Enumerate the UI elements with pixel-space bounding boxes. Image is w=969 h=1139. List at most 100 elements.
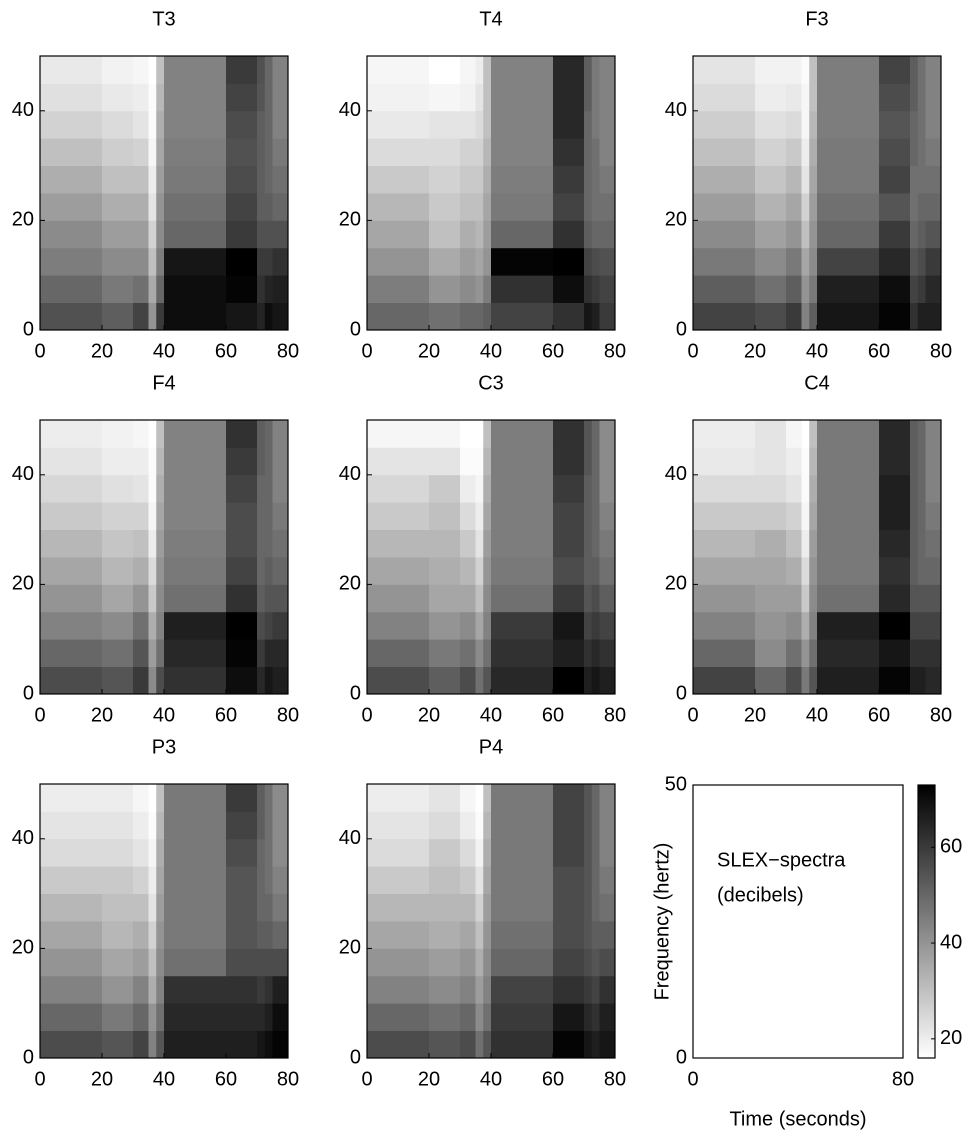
heat-cell xyxy=(755,220,787,249)
heat-cell xyxy=(584,1030,593,1059)
heat-cell xyxy=(257,247,266,276)
heat-cell xyxy=(164,474,227,503)
heat-cell xyxy=(264,302,273,331)
heat-cell xyxy=(599,220,616,249)
heat-cell xyxy=(272,56,289,84)
heat-cell xyxy=(599,529,616,558)
heat-cell xyxy=(272,557,289,585)
heat-cell xyxy=(460,611,476,640)
heat-cell xyxy=(801,639,810,667)
y-tick-label: 20 xyxy=(665,209,687,231)
heat-cell xyxy=(879,165,911,194)
heat-cell xyxy=(264,110,273,139)
y-tick-label: 0 xyxy=(676,682,687,704)
heat-cell xyxy=(599,1003,616,1031)
heat-cell xyxy=(693,165,756,194)
heat-cell xyxy=(879,110,911,139)
heat-cell xyxy=(491,893,554,922)
heat-cell xyxy=(102,975,134,1004)
heat-cell xyxy=(257,302,266,331)
heat-cell xyxy=(102,275,134,303)
y-tick-label: 0 xyxy=(676,318,687,340)
heat-cell xyxy=(483,611,492,640)
heat-cell xyxy=(910,502,919,530)
heat-cell xyxy=(584,611,593,640)
heat-cell xyxy=(133,502,149,530)
heat-cell xyxy=(257,948,266,977)
heat-cell xyxy=(164,165,227,194)
heat-cell xyxy=(148,948,157,977)
heat-cell xyxy=(553,138,585,166)
heat-cell xyxy=(491,474,554,503)
heat-cell xyxy=(599,474,616,503)
heat-cell xyxy=(693,247,756,276)
heat-cell xyxy=(429,784,461,812)
heat-cell xyxy=(40,584,103,613)
heat-cell xyxy=(156,811,165,840)
heat-cell xyxy=(367,56,430,84)
heat-cell xyxy=(801,247,810,276)
heat-cell xyxy=(483,584,492,613)
heat-cell xyxy=(491,165,554,194)
x-tick-label: 0 xyxy=(687,340,698,362)
heat-cell xyxy=(226,275,258,303)
x-tick-label: 80 xyxy=(892,1068,914,1090)
heat-cell xyxy=(226,56,258,84)
heat-cell xyxy=(40,474,103,503)
heat-cell xyxy=(367,110,430,139)
heat-cell xyxy=(917,247,926,276)
colorbar-tick-label: 60 xyxy=(940,836,962,858)
heat-cell xyxy=(553,247,585,276)
heat-cell xyxy=(491,784,554,812)
y-tick-label: 40 xyxy=(665,99,687,121)
heat-cell xyxy=(133,302,149,331)
heat-cell xyxy=(102,529,134,558)
x-tick-label: 60 xyxy=(868,704,890,726)
heat-cell xyxy=(460,866,476,894)
heat-cell xyxy=(584,639,593,667)
heat-cell xyxy=(475,420,484,448)
heat-cell xyxy=(429,666,461,695)
heat-cell xyxy=(40,557,103,585)
heat-cell xyxy=(264,502,273,530)
heat-cell xyxy=(156,529,165,558)
heat-cell xyxy=(226,557,258,585)
x-tick-label: 0 xyxy=(34,704,45,726)
heat-cell xyxy=(156,1003,165,1031)
heat-cell xyxy=(475,611,484,640)
heat-cell xyxy=(40,220,103,249)
heat-cell xyxy=(475,948,484,977)
heat-cell xyxy=(491,529,554,558)
heat-cell xyxy=(879,56,911,84)
heat-cell xyxy=(226,529,258,558)
heat-cell xyxy=(755,138,787,166)
heat-cell xyxy=(491,811,554,840)
heat-cell xyxy=(40,866,103,894)
heat-cell xyxy=(553,639,585,667)
heat-cell xyxy=(257,110,266,139)
heat-cell xyxy=(809,83,818,112)
heat-cell xyxy=(133,110,149,139)
heat-cell xyxy=(879,83,911,112)
heat-cell xyxy=(591,447,600,476)
heat-cell xyxy=(460,639,476,667)
heat-cell xyxy=(879,302,911,331)
heat-cell xyxy=(809,56,818,84)
heat-cell xyxy=(272,948,289,977)
heat-cell xyxy=(910,302,919,331)
heat-cell xyxy=(272,838,289,867)
heat-cell xyxy=(102,193,134,221)
heat-cell xyxy=(553,1030,585,1059)
heat-cell xyxy=(599,275,616,303)
heat-cell xyxy=(483,502,492,530)
heat-cell xyxy=(553,302,585,331)
heat-cell xyxy=(475,138,484,166)
heat-cell xyxy=(133,921,149,949)
x-tick-label: 80 xyxy=(277,340,299,362)
heat-cell xyxy=(491,611,554,640)
key-text: (decibels) xyxy=(717,884,804,906)
heat-cell xyxy=(917,584,926,613)
heat-cell xyxy=(102,639,134,667)
heat-cell xyxy=(755,302,787,331)
heat-cell xyxy=(460,56,476,84)
